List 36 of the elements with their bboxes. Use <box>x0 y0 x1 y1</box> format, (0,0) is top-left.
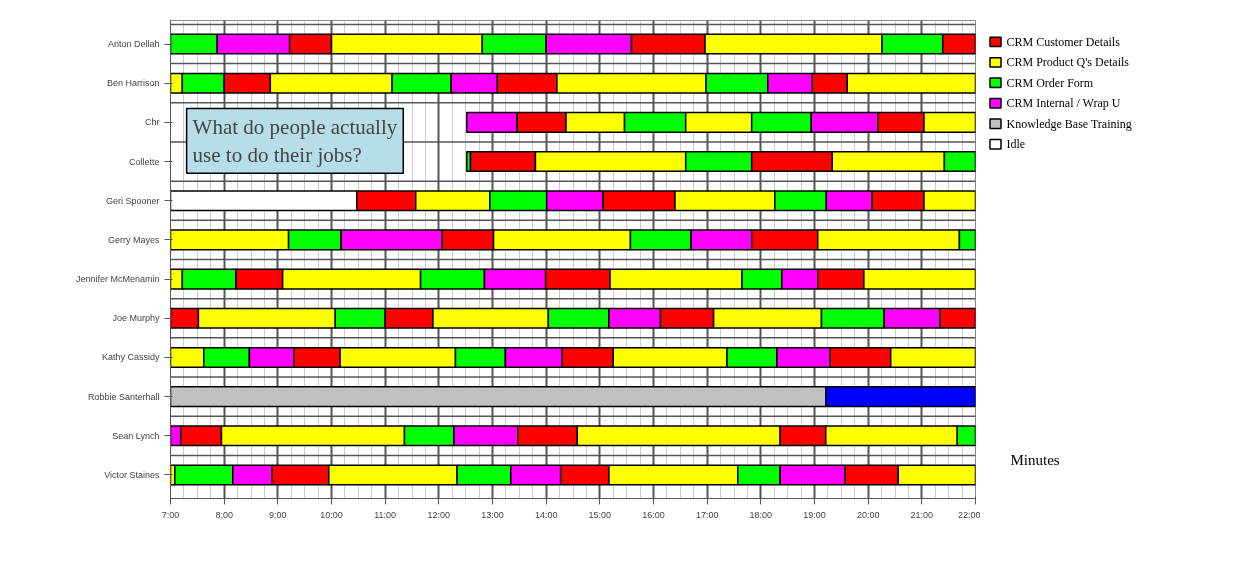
y-tick-label: Geri Spooner <box>105 195 160 206</box>
y-tick-label: Anton Dellah <box>107 39 160 50</box>
y-tick-label: Robbie Santerhall <box>87 391 160 402</box>
x-tick-label: 18:00 <box>749 509 773 520</box>
x-tick-label: 21:00 <box>910 509 934 520</box>
legend-label: CRM Order Form <box>1006 75 1094 90</box>
x-tick-label: 16:00 <box>642 509 665 520</box>
y-tick-label: Jennifer McMenamin <box>75 274 160 285</box>
x-tick-label: 13:00 <box>481 509 504 520</box>
legend-label: CRM Product Q's Details <box>1006 55 1130 70</box>
y-tick-label: Kathy Cassidy <box>101 352 160 363</box>
legend-label: Idle <box>1006 137 1026 152</box>
x-tick-label: 19:00 <box>803 509 826 520</box>
x-tick-label: 15:00 <box>588 509 612 520</box>
x-tick-label: 7:00 <box>161 509 180 520</box>
x-tick-label: 12:00 <box>427 509 451 520</box>
y-tick-label: Chr <box>145 117 160 128</box>
y-tick-label: Ben Harrison <box>106 78 160 89</box>
x-tick-label: 8:00 <box>215 509 233 520</box>
y-tick-label: Joe Murphy <box>112 313 160 324</box>
y-tick-label: Collette <box>128 156 160 167</box>
x-tick-label: 11:00 <box>374 509 397 520</box>
y-tick-label: Sean Lynch <box>112 430 160 441</box>
x-tick-label: 9:00 <box>269 509 287 520</box>
x-tick-label: 22:00 <box>957 509 981 520</box>
x-tick-label: 20:00 <box>856 509 880 520</box>
y-tick-label: Victor Staines <box>104 469 160 480</box>
legend-label: CRM Customer Details <box>1006 34 1121 49</box>
x-tick-label: 17:00 <box>695 509 719 520</box>
legend-label: Knowledge Base Training <box>1006 116 1132 131</box>
x-tick-label: 14:00 <box>534 509 558 520</box>
x-tick-label: 10:00 <box>320 509 343 520</box>
annotation: What do people actually use to do their jobs? <box>192 114 398 168</box>
x-axis-title: Minutes <box>1010 452 1060 469</box>
y-tick-label: Gerry Mayes <box>107 234 160 245</box>
legend-label: CRM Internal / Wrap U <box>1006 96 1121 111</box>
